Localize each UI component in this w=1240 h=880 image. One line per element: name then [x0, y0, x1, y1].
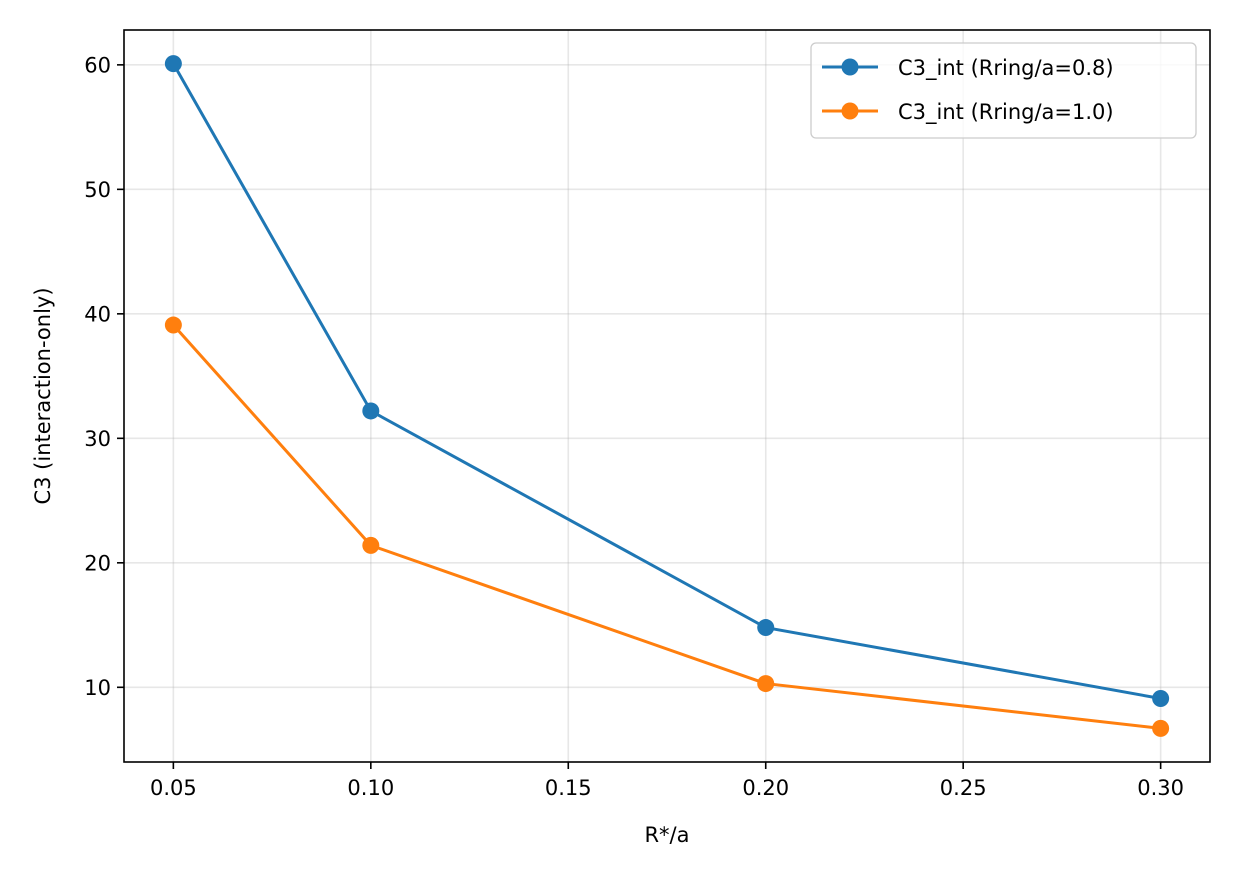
y-tick-label: 60 — [84, 53, 111, 77]
legend-label-series-1: C3_int (Rring/a=0.8) — [898, 56, 1114, 81]
x-tick-label: 0.25 — [940, 776, 987, 800]
series-2-point — [757, 675, 775, 693]
series-2-line — [172, 324, 1161, 730]
series-1-point — [362, 402, 380, 420]
legend-box — [810, 42, 1197, 139]
legend-label-series-2: C3_int (Rring/a=1.0) — [898, 100, 1114, 125]
series-1-point — [1152, 690, 1170, 708]
x-axis-label: R*/a — [644, 823, 689, 847]
x-tick-label: 0.20 — [742, 776, 789, 800]
x-tick-label: 0.30 — [1137, 776, 1184, 800]
x-tick-label: 0.05 — [150, 776, 197, 800]
series-2-point — [1152, 719, 1170, 737]
y-tick-label: 50 — [84, 178, 111, 202]
grid — [124, 30, 1210, 762]
y-axis-label: C3 (interaction-only) — [31, 287, 55, 504]
series-2-point — [164, 316, 182, 334]
y-tick-label: 30 — [84, 427, 111, 451]
series-1-line — [172, 62, 1161, 700]
y-tick-label: 10 — [84, 676, 111, 700]
x-tick-label: 0.15 — [545, 776, 592, 800]
legend-marker-series-2 — [841, 102, 859, 120]
series-2-point — [362, 536, 380, 554]
legend-marker-series-1 — [841, 58, 859, 76]
series-1-point — [757, 619, 775, 637]
y-tick-label: 20 — [84, 551, 111, 575]
x-tick-label: 0.10 — [347, 776, 394, 800]
y-axis-ticks: 10 20 30 40 50 60 — [84, 53, 124, 700]
x-axis-ticks: 0.05 0.10 0.15 0.20 0.25 0.30 — [150, 762, 1184, 800]
y-tick-label: 40 — [84, 302, 111, 326]
plot-area-frame — [123, 29, 1211, 763]
series-1-point — [164, 55, 182, 73]
legend: C3_int (Rring/a=0.8) C3_int (Rring/a=1.0… — [810, 42, 1197, 139]
series-group — [164, 55, 1170, 737]
